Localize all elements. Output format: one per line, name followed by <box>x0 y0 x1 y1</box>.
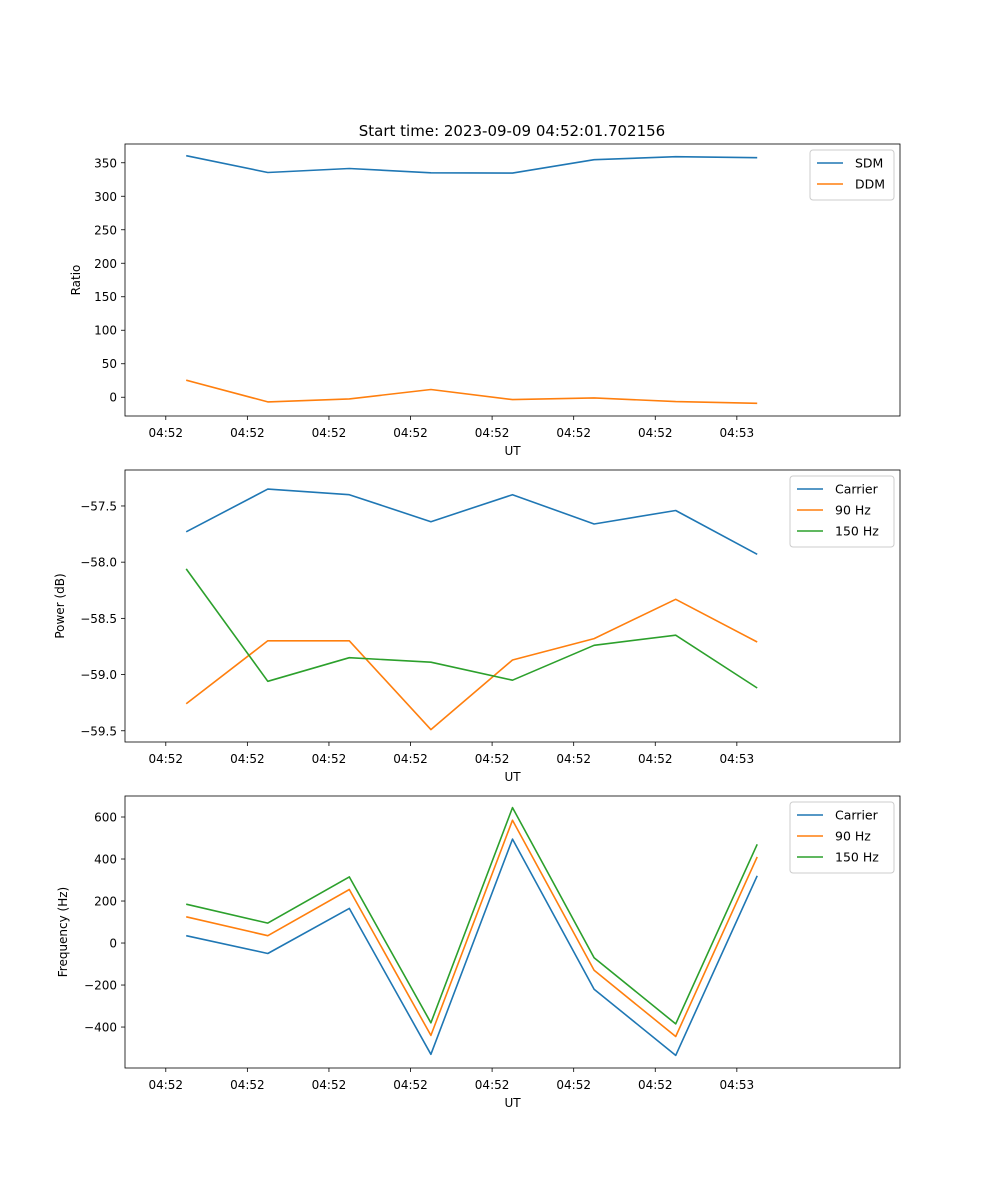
x-tick-label: 04:52 <box>393 426 428 440</box>
legend-label: Carrier <box>835 808 879 823</box>
y-tick-label: −200 <box>84 979 117 993</box>
axes-frame <box>124 795 901 1069</box>
x-tick-label: 04:52 <box>393 1078 428 1092</box>
series-line-sdm <box>186 154 758 174</box>
legend-label: Carrier <box>835 482 879 497</box>
y-tick-label: 200 <box>94 257 117 271</box>
x-tick-label: 04:52 <box>475 426 510 440</box>
y-tick-label: −58.5 <box>80 612 117 626</box>
y-tick-label: 0 <box>109 391 117 405</box>
y-tick-label: 600 <box>94 811 117 825</box>
ratio-panel: 04:52 04:52 04:52 04:52 04:52 04:52 04:52 04:53… <box>69 143 901 458</box>
legend-label: DDM <box>855 177 885 192</box>
x-tick-label: 04:52 <box>475 1078 510 1092</box>
x-tick-label: 04:52 <box>475 752 510 766</box>
x-tick-label: 04:52 <box>148 1078 183 1092</box>
series-line-150-hz <box>186 806 758 1025</box>
y-tick-label: −400 <box>84 1021 117 1035</box>
y-tick-label: 50 <box>102 357 117 371</box>
y-axis-label: Frequency (Hz) <box>56 887 70 978</box>
x-tick-label: 04:52 <box>148 426 183 440</box>
x-tick-label: 04:53 <box>720 752 755 766</box>
x-axis-label: UT <box>504 444 521 458</box>
series-line-ddm <box>185 379 758 405</box>
axes-frame <box>124 143 901 417</box>
chart-title: Start time: 2023-09-09 04:52:01.702156 <box>359 122 665 140</box>
x-tick-label: 04:52 <box>556 1078 591 1092</box>
x-tick-label: 04:52 <box>312 1078 347 1092</box>
y-axis-label: Power (dB) <box>53 573 67 638</box>
x-tick-label: 04:52 <box>556 752 591 766</box>
y-tick-label: 200 <box>94 895 117 909</box>
series-line-carrier <box>185 488 758 556</box>
y-tick-label: −58.0 <box>80 556 117 570</box>
y-tick-label: −57.5 <box>80 499 117 513</box>
legend-box <box>789 475 895 548</box>
series-line-90-hz <box>186 819 758 1038</box>
x-tick-label: 04:52 <box>638 1078 673 1092</box>
y-tick-label: 350 <box>94 156 117 170</box>
x-tick-label: 04:52 <box>230 1078 265 1092</box>
x-tick-label: 04:53 <box>720 426 755 440</box>
y-tick-label: 300 <box>94 190 117 204</box>
legend-label: 150 Hz <box>835 850 879 865</box>
legend-label: SDM <box>855 156 883 171</box>
x-axis-label: UT <box>504 770 521 784</box>
x-tick-label: 04:52 <box>312 426 347 440</box>
frequency-panel: 04:52 04:52 04:52 04:52 04:52 04:52 04:52 04:53… <box>56 795 901 1110</box>
y-tick-label: −59.5 <box>80 724 117 738</box>
y-axis-label: Ratio <box>69 265 83 296</box>
y-tick-label: 100 <box>94 324 117 338</box>
legend-label: 150 Hz <box>835 524 879 539</box>
x-tick-label: 04:52 <box>638 752 673 766</box>
series-line-150-hz <box>185 568 758 689</box>
legend-box <box>789 801 895 874</box>
x-tick-label: 04:52 <box>556 426 591 440</box>
y-tick-label: −59.0 <box>80 668 117 682</box>
y-tick-label: 400 <box>94 853 117 867</box>
y-tick-label: 0 <box>109 937 117 951</box>
power-panel: 04:52 04:52 04:52 04:52 04:52 04:52 04:52 04:53… <box>53 469 901 784</box>
x-tick-label: 04:53 <box>720 1078 755 1092</box>
x-tick-label: 04:52 <box>148 752 183 766</box>
legend-label: 90 Hz <box>835 503 871 518</box>
axes-frame <box>124 469 901 743</box>
x-tick-label: 04:52 <box>393 752 428 766</box>
x-tick-label: 04:52 <box>230 752 265 766</box>
series-line-90-hz <box>185 598 758 731</box>
x-tick-label: 04:52 <box>638 426 673 440</box>
x-axis-label: UT <box>504 1096 521 1110</box>
y-tick-label: 150 <box>94 290 117 304</box>
y-tick-label: 250 <box>94 223 117 237</box>
legend-label: 90 Hz <box>835 829 871 844</box>
series-line-carrier <box>186 838 758 1057</box>
x-tick-label: 04:52 <box>230 426 265 440</box>
x-tick-label: 04:52 <box>312 752 347 766</box>
